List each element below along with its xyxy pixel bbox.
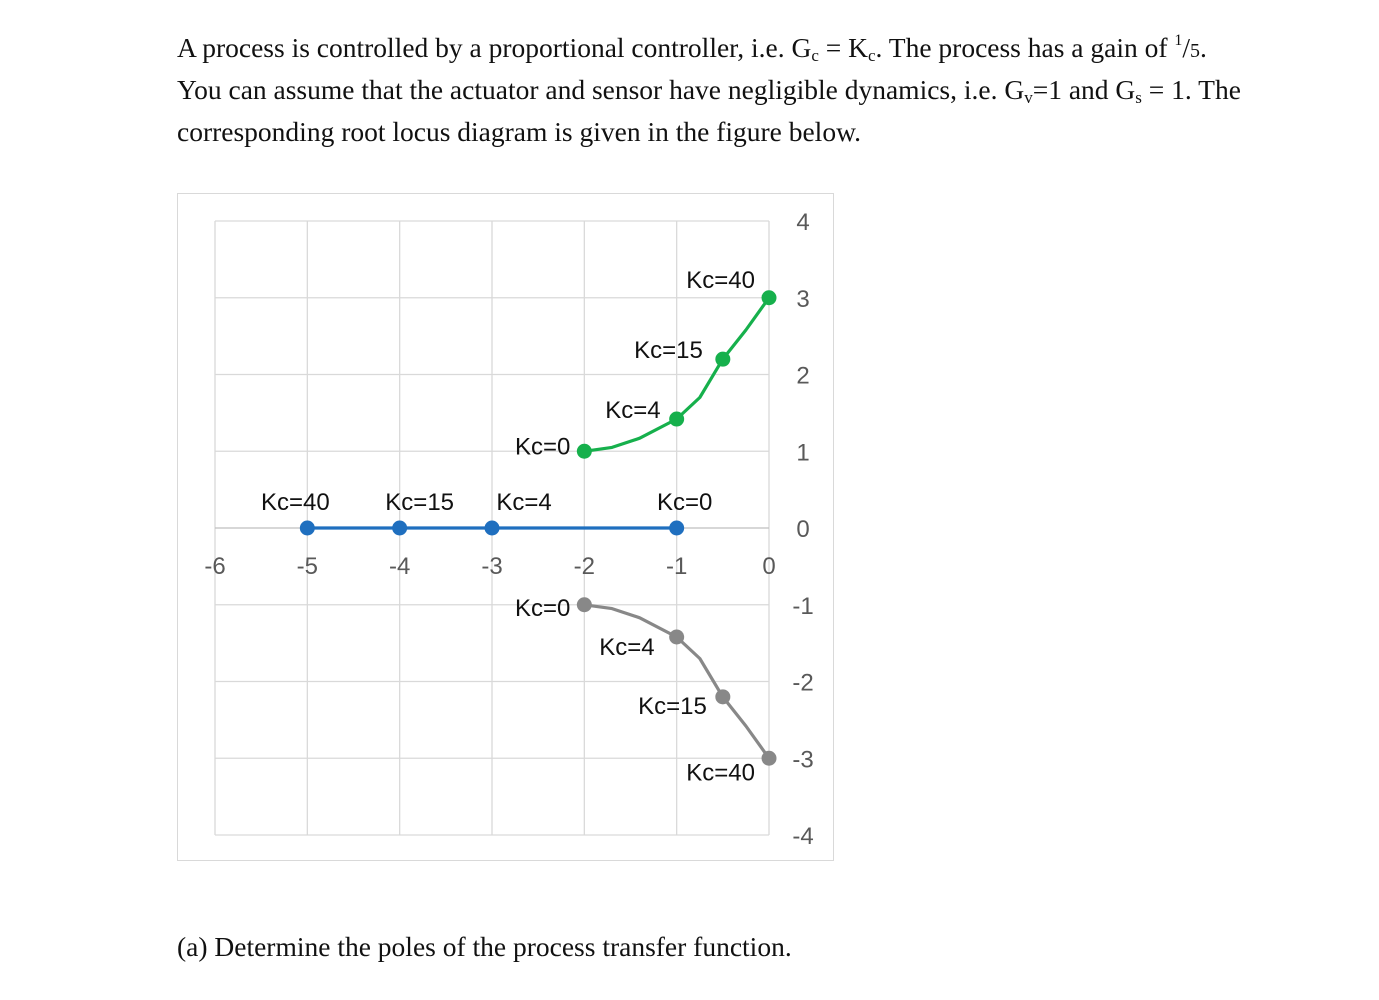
gain-label: Kc=0: [515, 433, 570, 460]
y-tick-label: 0: [796, 516, 809, 543]
subscript: v: [1024, 88, 1033, 107]
gain-label: Kc=0: [657, 489, 712, 516]
x-tick-label: -2: [574, 553, 595, 580]
x-tick-label: -5: [297, 553, 318, 580]
subscript: c: [811, 46, 819, 65]
x-tick-label: -6: [204, 553, 225, 580]
question-a: (a) Determine the poles of the process t…: [177, 931, 792, 962]
y-tick-label: -2: [792, 670, 813, 697]
fraction-slash: /: [1182, 32, 1191, 63]
y-tick-label: -1: [792, 593, 813, 620]
gain-label: Kc=4: [599, 634, 654, 661]
locus-point-marker: [669, 629, 685, 645]
locus-point-marker: [299, 520, 315, 536]
problem-line-1: A process is controlled by a proportiona…: [177, 24, 1357, 73]
x-tick-label: -4: [389, 553, 410, 580]
problem-text: = 1. The: [1141, 74, 1241, 105]
subscript: c: [867, 46, 876, 65]
gain-label: Kc=15: [385, 489, 454, 516]
y-tick-label: 4: [796, 209, 809, 236]
problem-text: = K: [818, 32, 868, 63]
locus-point-marker: [576, 443, 592, 459]
x-tick-label: -3: [481, 553, 502, 580]
locus-point-marker: [761, 750, 777, 766]
locus-point-marker: [669, 520, 685, 536]
fraction-denominator: 5: [1190, 40, 1201, 62]
locus-point-marker: [669, 411, 685, 427]
problem-text: You can assume that the actuator and sen…: [177, 74, 1025, 105]
locus-point-marker: [715, 689, 731, 705]
subscript: s: [1135, 88, 1142, 107]
gain-label: Kc=4: [605, 397, 660, 424]
y-tick-label: -4: [792, 823, 813, 850]
y-tick-label: 1: [796, 439, 809, 466]
x-tick-label: 0: [762, 553, 775, 580]
gain-label: Kc=4: [496, 489, 551, 516]
problem-line-2: You can assume that the actuator and sen…: [177, 73, 1357, 115]
gain-label: Kc=15: [638, 693, 707, 720]
y-tick-label: 2: [796, 363, 809, 390]
problem-text: =1 and G: [1032, 74, 1136, 105]
fraction-numerator: 1: [1174, 32, 1183, 49]
gain-label: Kc=15: [634, 337, 703, 364]
problem-text: .: [1200, 32, 1207, 63]
problem-line-3: corresponding root locus diagram is give…: [177, 116, 862, 147]
gain-label: Kc=0: [515, 595, 570, 622]
gain-label: Kc=40: [261, 489, 330, 516]
problem-text: A process is controlled by a proportiona…: [177, 32, 812, 63]
y-tick-label: -3: [792, 746, 813, 773]
problem-text: . The process has a gain of: [875, 32, 1175, 63]
locus-branch-line: [584, 603, 771, 760]
problem-statement: A process is controlled by a proportiona…: [177, 24, 1357, 149]
locus-point-marker: [392, 520, 408, 536]
gain-label: Kc=40: [686, 759, 755, 786]
gain-label: Kc=40: [686, 267, 755, 294]
locus-point-marker: [715, 351, 731, 367]
locus-branch-line: [584, 296, 771, 453]
locus-point-marker: [761, 290, 777, 306]
locus-point-marker: [484, 520, 500, 536]
locus-point-marker: [576, 597, 592, 613]
x-tick-label: -1: [666, 553, 687, 580]
y-tick-label: 3: [796, 286, 809, 313]
